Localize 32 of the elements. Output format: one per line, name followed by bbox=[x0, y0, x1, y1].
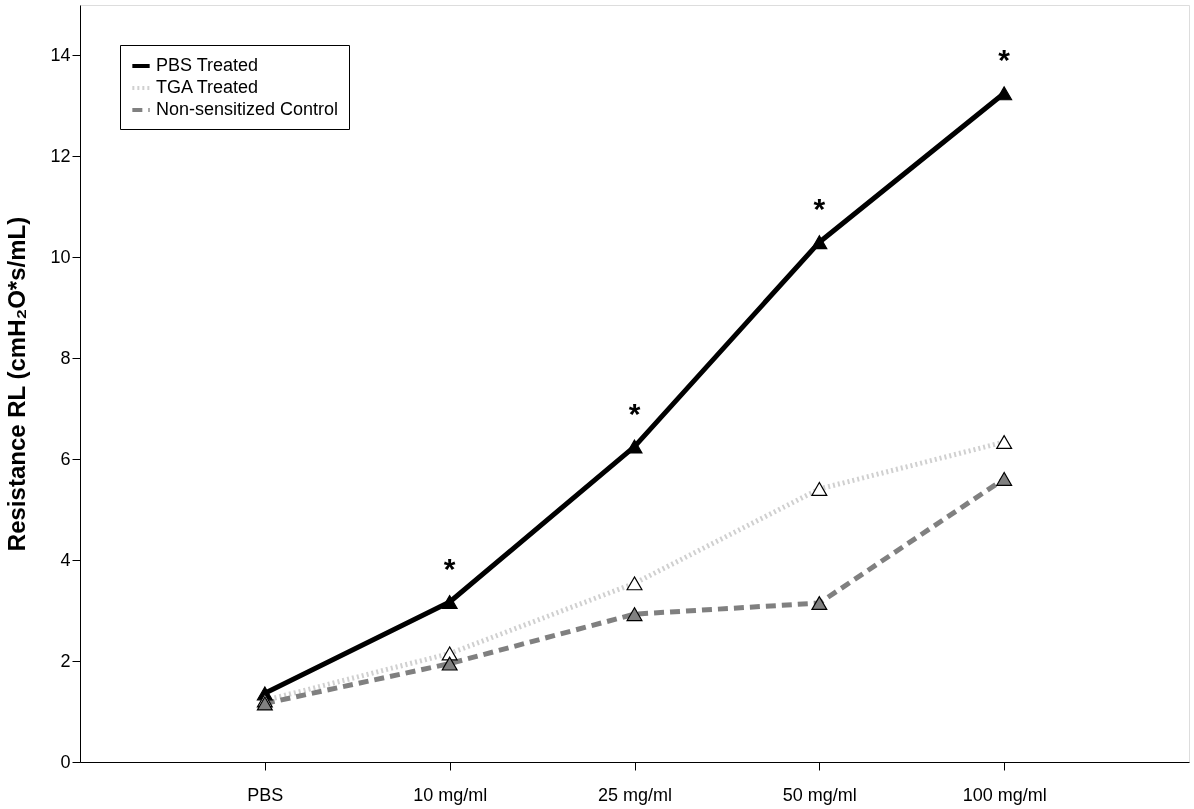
annotation: * bbox=[998, 43, 1011, 77]
x-tick-label: 25 mg/ml bbox=[597, 784, 673, 805]
y-tick-label: 4 bbox=[60, 549, 71, 570]
y-tick-label: 6 bbox=[60, 448, 71, 469]
point bbox=[441, 656, 458, 671]
y-tick-label: 0 bbox=[60, 751, 71, 772]
x-tick-label: 50 mg/ml bbox=[782, 784, 857, 805]
point bbox=[996, 435, 1013, 450]
legend-label: TGA Treated bbox=[156, 77, 259, 97]
y-tick-label: 2 bbox=[60, 650, 71, 671]
y-axis-title: Resistance RL (cmH₂O*s/mL) bbox=[3, 216, 31, 552]
annotation: * bbox=[628, 396, 641, 430]
point bbox=[626, 576, 643, 591]
y-tick-label: 10 bbox=[50, 246, 71, 267]
y-tick-label: 14 bbox=[50, 44, 71, 65]
annotation: * bbox=[443, 552, 456, 586]
point bbox=[996, 471, 1013, 486]
annotation: * bbox=[813, 192, 826, 226]
legend-label: PBS Treated bbox=[156, 55, 259, 75]
x-tick-label: 10 mg/ml bbox=[413, 784, 488, 805]
x-tick-label: PBS bbox=[247, 784, 284, 805]
x-tick-label: 100 mg/ml bbox=[962, 784, 1047, 805]
point bbox=[811, 235, 828, 250]
y-tick-label: 8 bbox=[60, 347, 71, 368]
point bbox=[626, 439, 643, 454]
point bbox=[626, 607, 643, 622]
point bbox=[811, 596, 828, 611]
point bbox=[811, 481, 828, 496]
point bbox=[441, 595, 458, 610]
legend-label: Non-sensitized Control bbox=[156, 99, 339, 119]
point bbox=[996, 86, 1013, 101]
y-tick-label: 12 bbox=[50, 145, 71, 166]
